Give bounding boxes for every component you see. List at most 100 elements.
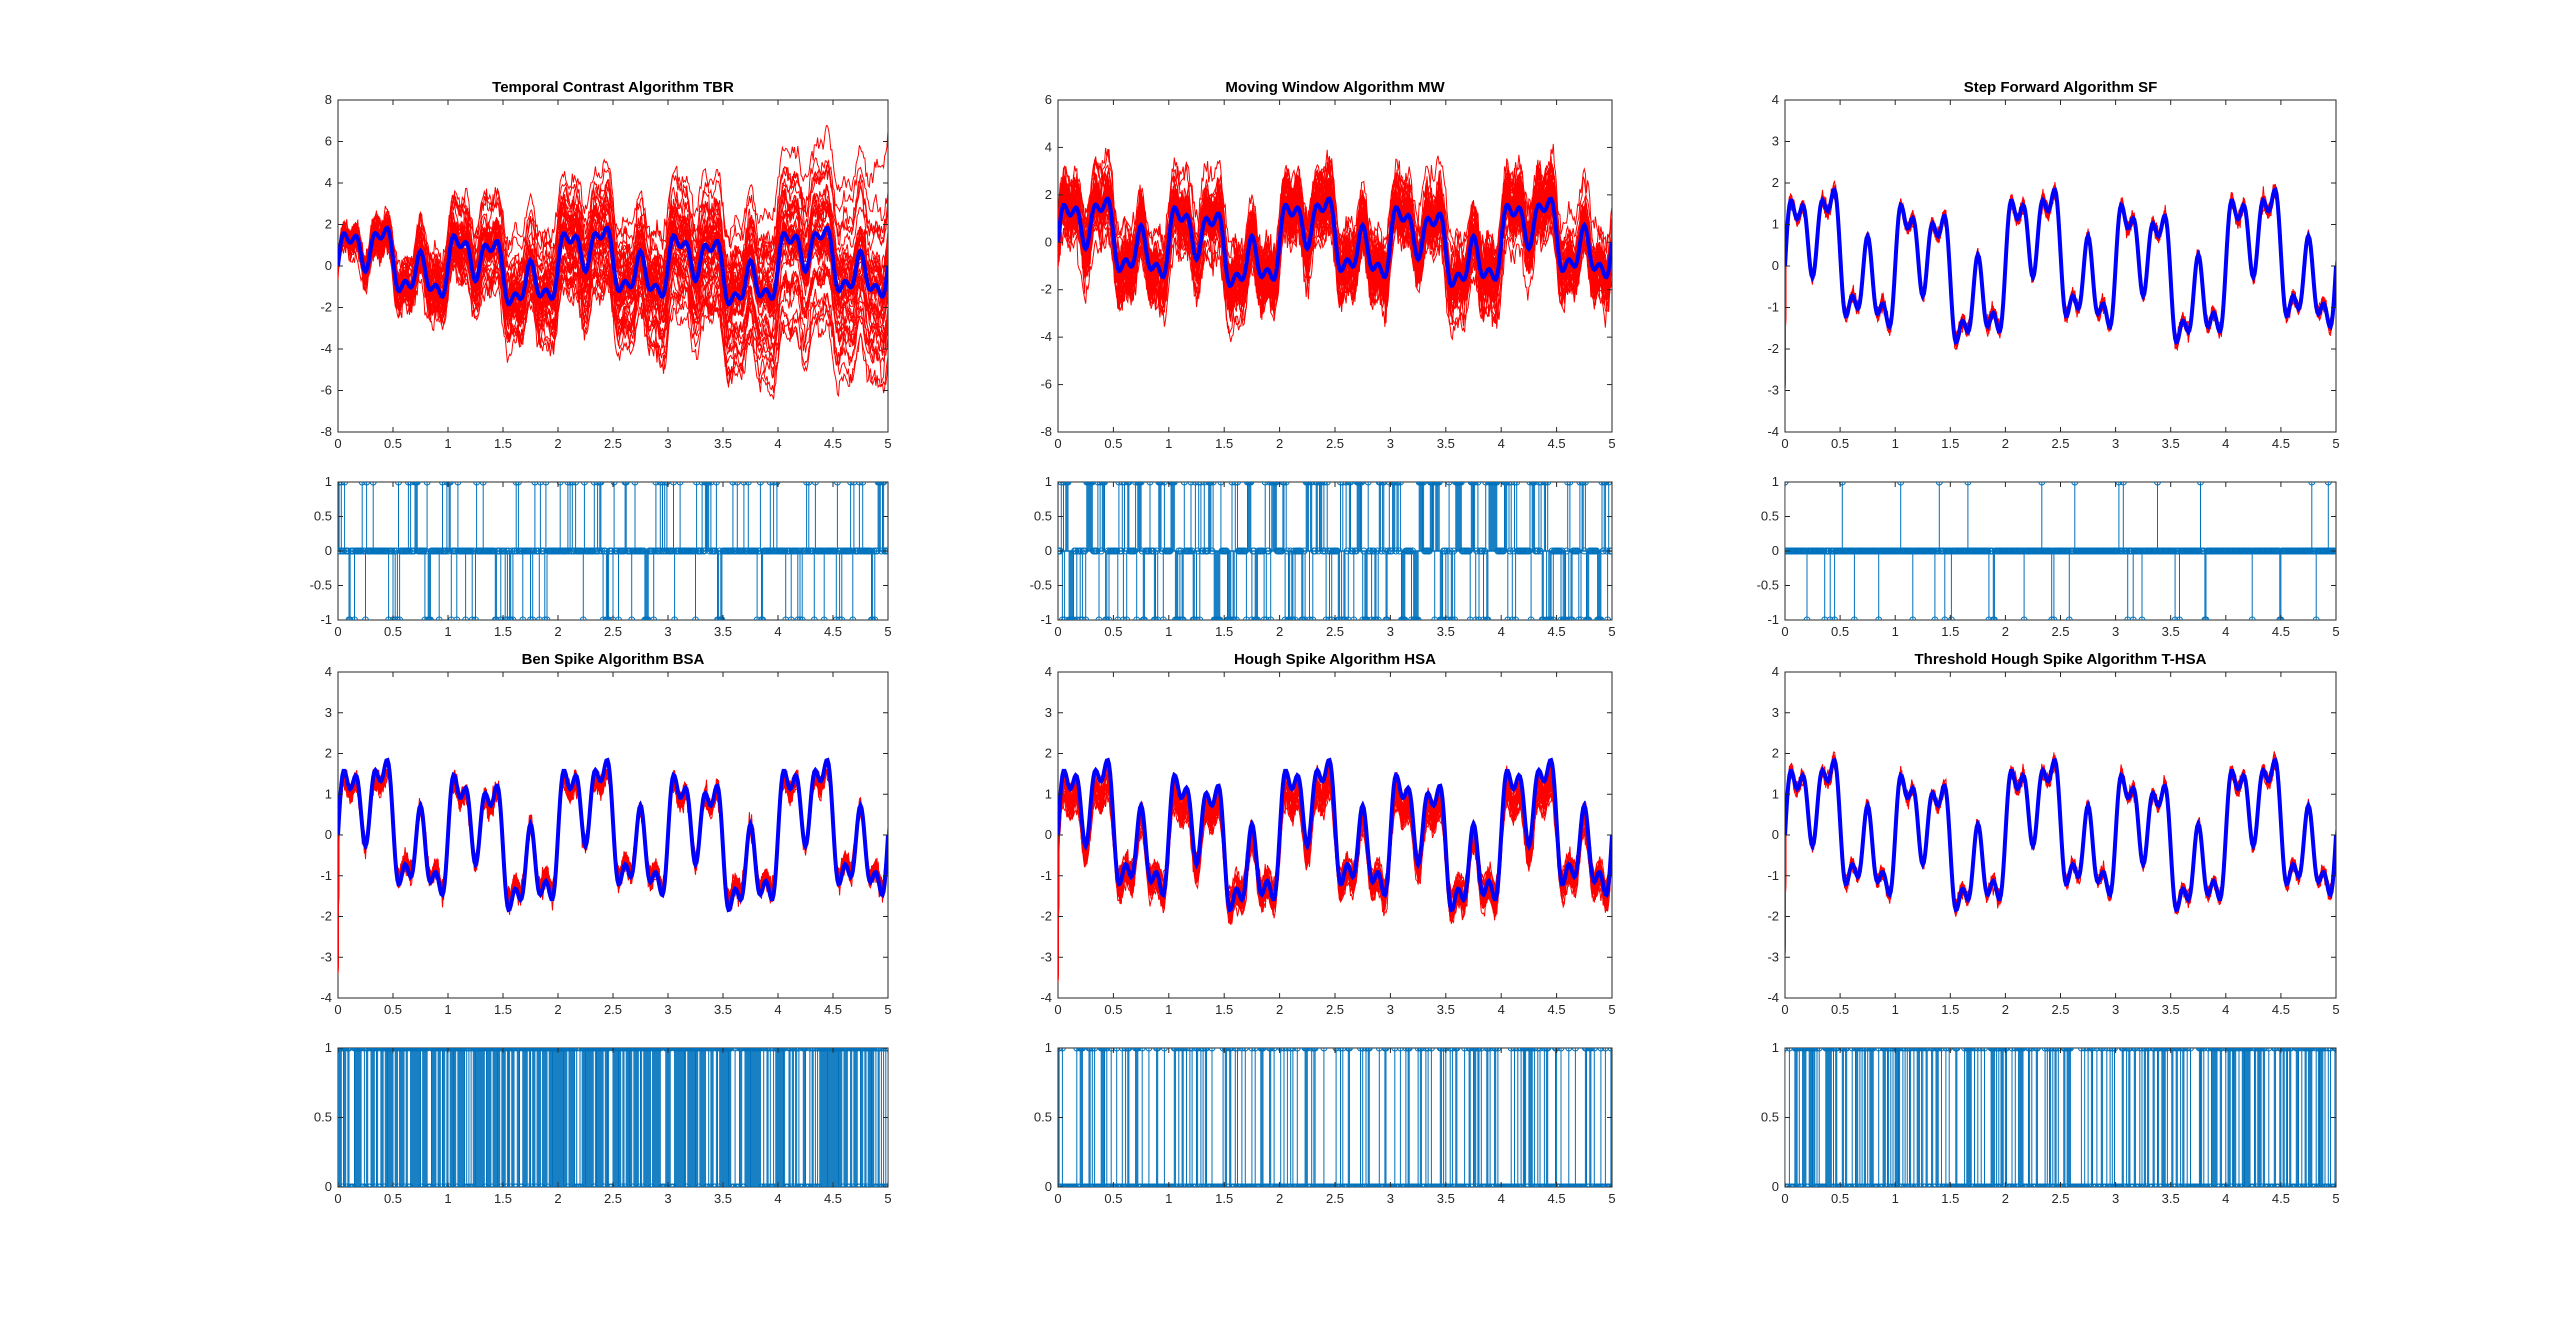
x-tick-label: 4.5 [2272,624,2290,639]
y-tick-label: 1 [325,474,332,489]
x-tick-label: 0.5 [1831,436,1849,451]
x-tick-label: 3 [2112,1191,2119,1206]
x-tick-label: 4.5 [1548,436,1566,451]
y-tick-label: 0 [325,543,332,558]
x-tick-label: 4.5 [2272,1191,2290,1206]
y-tick-label: -8 [1040,424,1052,439]
tbr-signal-axes: 0 0.5 1 1.5 2 2.5 3 3.5 4 4.5 5-8-6-4-202468Tempor… [320,79,891,451]
y-tick-label: 4 [1772,664,1779,679]
x-tick-label: 4.5 [824,624,842,639]
x-tick-label: 1.5 [1941,1002,1959,1017]
x-tick-label: 3 [2112,624,2119,639]
y-tick-label: -2 [320,909,332,924]
y-tick-label: -0.5 [1757,578,1779,593]
x-tick-label: 1 [1165,1002,1172,1017]
x-tick-label: 0 [1781,436,1788,451]
y-tick-label: -3 [1040,949,1052,964]
x-tick-label: 4 [2222,436,2229,451]
y-tick-label: 0 [1045,827,1052,842]
x-tick-label: 0.5 [384,1191,402,1206]
x-tick-label: 0 [334,1002,341,1017]
x-tick-label: 3 [1387,624,1394,639]
x-tick-label: 4.5 [824,436,842,451]
x-tick-label: 0.5 [1104,1002,1122,1017]
x-tick-label: 4 [2222,624,2229,639]
x-tick-label: 2 [1276,436,1283,451]
x-tick-label: 1.5 [1215,1002,1233,1017]
y-tick-label: -1 [1040,612,1052,627]
y-tick-label: 2 [1772,175,1779,190]
y-tick-label: 4 [325,175,332,190]
x-tick-label: 0 [1781,624,1788,639]
x-tick-label: 5 [884,624,891,639]
y-tick-label: 0.5 [1761,509,1779,524]
x-tick-label: 5 [2332,624,2339,639]
x-tick-label: 5 [884,436,891,451]
y-tick-label: -4 [1040,990,1052,1005]
x-tick-label: 3.5 [1437,1002,1455,1017]
x-tick-label: 2.5 [1326,1002,1344,1017]
x-tick-label: 2 [1276,624,1283,639]
x-tick-label: 0 [1054,1191,1061,1206]
tbr-signal-title: Temporal Contrast Algorithm TBR [492,79,734,96]
x-tick-label: 2 [554,624,561,639]
x-tick-label: 0.5 [1104,436,1122,451]
x-tick-label: 4.5 [2272,436,2290,451]
x-tick-label: 4 [1498,436,1505,451]
x-tick-label: 4.5 [824,1002,842,1017]
y-tick-label: -2 [1040,909,1052,924]
y-tick-label: 2 [1045,187,1052,202]
x-tick-label: 4 [774,1191,781,1206]
x-tick-label: 2.5 [1326,436,1344,451]
y-tick-label: -3 [1767,949,1779,964]
hsa-signal-title: Hough Spike Algorithm HSA [1234,651,1436,668]
x-tick-label: 0 [1781,1002,1788,1017]
y-tick-label: 0 [1772,258,1779,273]
x-tick-label: 1.5 [1215,436,1233,451]
y-tick-label: -4 [1040,329,1052,344]
x-tick-label: 0.5 [1831,1191,1849,1206]
x-tick-label: 1.5 [494,1191,512,1206]
mw-signal-axes: 0 0.5 1 1.5 2 2.5 3 3.5 4 4.5 5-8-6-4-20246Moving … [1040,79,1615,451]
y-tick-label: -1 [1767,300,1779,315]
x-tick-label: 3.5 [714,624,732,639]
y-tick-label: -2 [1767,341,1779,356]
y-tick-label: 0.5 [1034,1110,1052,1125]
bsa-spikes-axes: 0 0.5 1 1.5 2 2.5 3 3.5 4 4.5 500.51 [314,1040,892,1206]
x-tick-label: 2.5 [2051,1002,2069,1017]
x-tick-label: 0 [1781,1191,1788,1206]
x-tick-label: 0 [1054,624,1061,639]
x-tick-label: 3 [1387,1002,1394,1017]
y-tick-label: 0.5 [1761,1110,1779,1125]
y-tick-label: -8 [320,424,332,439]
x-tick-label: 0 [334,1191,341,1206]
x-tick-label: 1 [444,1191,451,1206]
x-tick-label: 3 [664,1191,671,1206]
y-tick-label: 1 [1772,217,1779,232]
x-tick-label: 3.5 [1437,624,1455,639]
x-tick-label: 1.5 [1941,624,1959,639]
y-tick-label: 1 [1045,474,1052,489]
x-tick-label: 3 [664,624,671,639]
x-tick-label: 1.5 [494,624,512,639]
x-tick-label: 4 [774,624,781,639]
thsa-signal-axes: 0 0.5 1 1.5 2 2.5 3 3.5 4 4.5 5-4-3-2-101234Thresh… [1767,651,2339,1017]
x-tick-label: 2 [554,1002,561,1017]
x-tick-label: 1 [1892,1002,1899,1017]
x-tick-label: 5 [1608,624,1615,639]
x-tick-label: 5 [2332,436,2339,451]
x-tick-label: 5 [1608,1002,1615,1017]
x-tick-label: 2.5 [2051,436,2069,451]
x-tick-label: 3 [1387,436,1394,451]
y-tick-label: 2 [1772,746,1779,761]
y-tick-label: -2 [1767,909,1779,924]
hsa-signal-axes: 0 0.5 1 1.5 2 2.5 3 3.5 4 4.5 5-4-3-2-101234Hough … [1040,651,1615,1017]
x-tick-label: 2.5 [604,1002,622,1017]
x-tick-label: 5 [2332,1002,2339,1017]
sf-spikes-axes: 0 0.5 1 1.5 2 2.5 3 3.5 4 4.5 5-1-0.500.51 [1757,474,2340,639]
y-tick-label: 1 [1045,1040,1052,1055]
x-tick-label: 3.5 [714,1002,732,1017]
x-tick-label: 5 [884,1191,891,1206]
x-tick-label: 1 [1165,624,1172,639]
